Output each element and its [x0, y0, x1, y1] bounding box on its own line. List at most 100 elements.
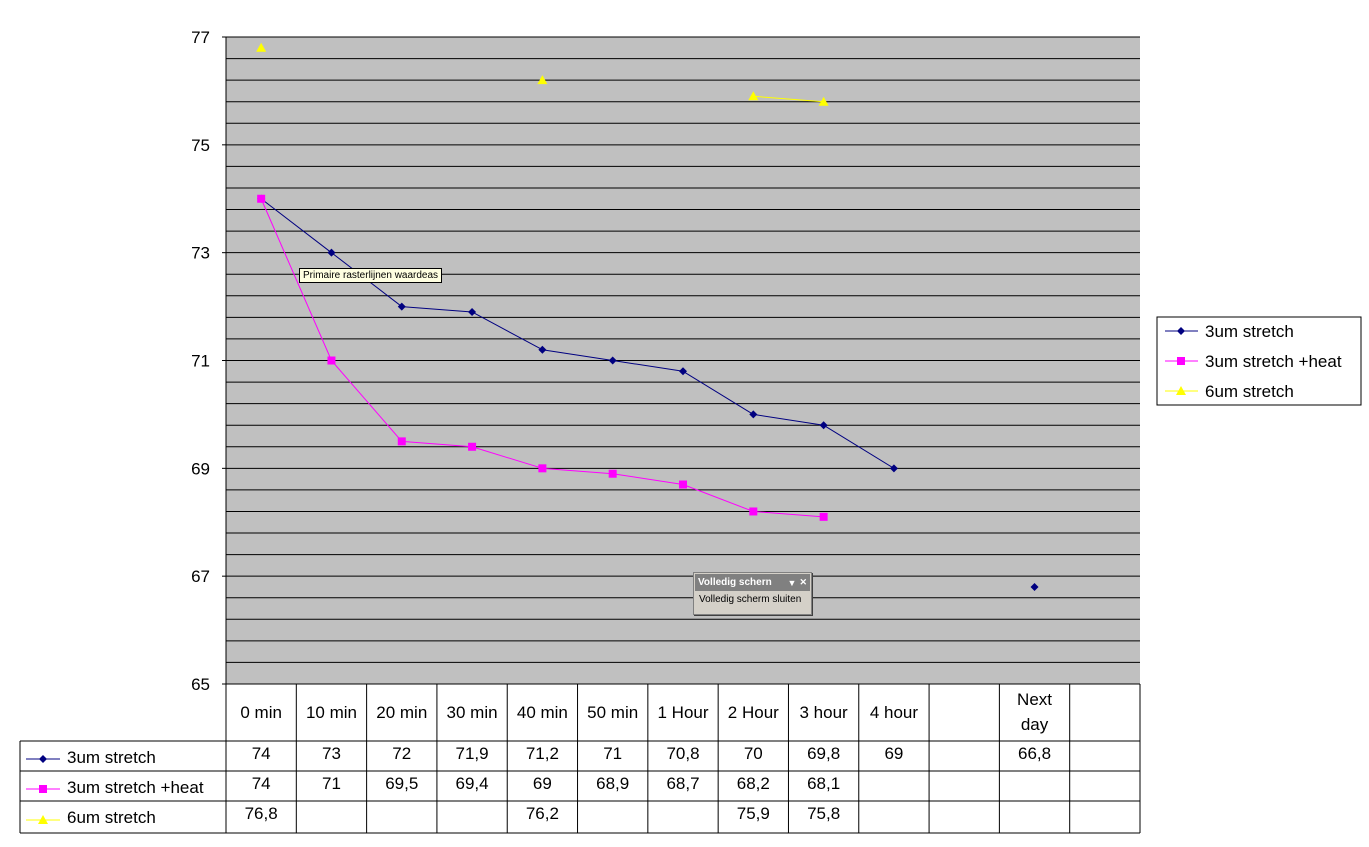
- table-series-key-marker: [39, 785, 47, 793]
- data-point: [537, 75, 548, 85]
- data-point: [749, 410, 758, 419]
- data-label: 71: [603, 744, 622, 763]
- series-line-segment: [682, 484, 754, 512]
- toolbar-close-icon[interactable]: ✕: [799, 577, 807, 587]
- y-tick-label: 77: [191, 28, 210, 47]
- x-category-label: day: [1021, 715, 1049, 734]
- data-point: [679, 480, 687, 489]
- toolbar-title: Volledig schern: [698, 577, 772, 588]
- data-label: 75,8: [807, 804, 840, 823]
- data-label: 75,9: [737, 804, 770, 823]
- x-category-label: 3 hour: [800, 703, 849, 722]
- x-category-label: 20 min: [376, 703, 427, 722]
- toolbar-titlebar[interactable]: Volledig schern ▼ ✕: [695, 574, 810, 591]
- tooltip-text: Primaire rasterlijnen waardeas: [303, 270, 439, 281]
- data-point: [468, 307, 477, 316]
- x-category-label: 40 min: [517, 703, 568, 722]
- data-point: [1030, 582, 1039, 591]
- data-label: 69,4: [456, 774, 489, 793]
- series-line-segment: [471, 311, 543, 351]
- x-category-label: 0 min: [240, 703, 282, 722]
- data-point: [256, 42, 267, 52]
- fullscreen-toolbar[interactable]: Volledig schern ▼ ✕ Volledig scherm slui…: [693, 572, 812, 615]
- y-tick-label: 69: [191, 459, 210, 478]
- legend-entry: 3um stretch: [1205, 322, 1294, 341]
- data-point: [679, 367, 687, 376]
- data-label: 69: [884, 744, 903, 763]
- data-label: 70,8: [666, 744, 699, 763]
- x-category-label: 30 min: [447, 703, 498, 722]
- data-table: 0 min 10 min 20 min 30 min 40 min 50 min 1 Hou…: [19, 683, 1141, 834]
- data-label: 70: [744, 744, 763, 763]
- series-line-segment: [542, 349, 613, 361]
- data-point: [538, 464, 547, 473]
- table-series-name: 3um stretch: [67, 748, 156, 767]
- series-line-segment: [823, 424, 895, 469]
- series-line-segment: [682, 370, 754, 415]
- y-tick-label: 65: [191, 675, 210, 694]
- y-axis: 65 67 69 71 73 75 77: [191, 28, 227, 694]
- data-label: 69,8: [807, 744, 840, 763]
- data-point: [397, 302, 406, 311]
- legend-key-marker: [1177, 327, 1185, 335]
- gridlines: [226, 36, 1140, 685]
- data-label: 71: [322, 774, 341, 793]
- data-label: 76,8: [245, 804, 278, 823]
- table-series-key-marker: [39, 755, 47, 763]
- data-point: [468, 442, 477, 451]
- data-point: [818, 96, 829, 106]
- x-category-label: 50 min: [587, 703, 638, 722]
- data-label: 72: [392, 744, 411, 763]
- y-tick-label: 71: [191, 352, 210, 371]
- data-point: [819, 512, 828, 521]
- legend-entry: 3um stretch +heat: [1205, 352, 1342, 371]
- data-point: [257, 194, 266, 203]
- series-line-segment: [260, 198, 332, 361]
- x-category-label: 4 hour: [870, 703, 919, 722]
- data-point: [889, 464, 898, 473]
- series-line-segment: [260, 198, 332, 254]
- series-line-segment: [753, 95, 824, 103]
- series-line-segment: [471, 446, 543, 469]
- data-label: 69: [533, 774, 552, 793]
- series-line-segment: [612, 360, 684, 372]
- data-label: 66,8: [1018, 744, 1051, 763]
- y-tick-label: 75: [191, 136, 210, 155]
- table-series-name: 6um stretch: [67, 808, 156, 827]
- legend-key-marker: [1177, 357, 1185, 365]
- y-tick-label: 67: [191, 567, 210, 586]
- x-category-label: 1 Hour: [657, 703, 708, 722]
- series-line-segment: [612, 473, 684, 486]
- data-point: [327, 356, 336, 365]
- legend-entry: 6um stretch: [1205, 382, 1294, 401]
- data-point: [819, 421, 828, 430]
- data-label: 68,2: [737, 774, 770, 793]
- data-label: 68,7: [666, 774, 699, 793]
- data-point: [538, 345, 547, 354]
- series-line-segment: [542, 467, 613, 475]
- data-point: [608, 469, 617, 478]
- data-label: 69,5: [385, 774, 418, 793]
- series-line-segment: [753, 413, 824, 426]
- data-label: 74: [252, 774, 271, 793]
- x-category-label: Next: [1017, 690, 1052, 709]
- series-line-segment: [331, 360, 403, 442]
- data-label: 71,9: [456, 744, 489, 763]
- series-line-segment: [753, 510, 824, 518]
- data-point: [749, 507, 758, 516]
- data-point: [397, 437, 406, 446]
- toolbar-dropdown-icon[interactable]: ▼: [787, 577, 797, 588]
- data-label: 68,9: [596, 774, 629, 793]
- data-label: 71,2: [526, 744, 559, 763]
- close-fullscreen-button[interactable]: Volledig scherm sluiten: [699, 594, 802, 605]
- legend-key-marker: [1176, 386, 1186, 395]
- table-series-key-marker: [38, 815, 48, 824]
- data-label: 76,2: [526, 804, 559, 823]
- data-label: 68,1: [807, 774, 840, 793]
- data-label: 73: [322, 744, 341, 763]
- series-line-segment: [401, 306, 473, 313]
- legend[interactable]: 3um stretch 3um stretch +heat 6um stretch: [1156, 316, 1362, 406]
- data-label: 74: [252, 744, 271, 763]
- data-point: [748, 91, 759, 101]
